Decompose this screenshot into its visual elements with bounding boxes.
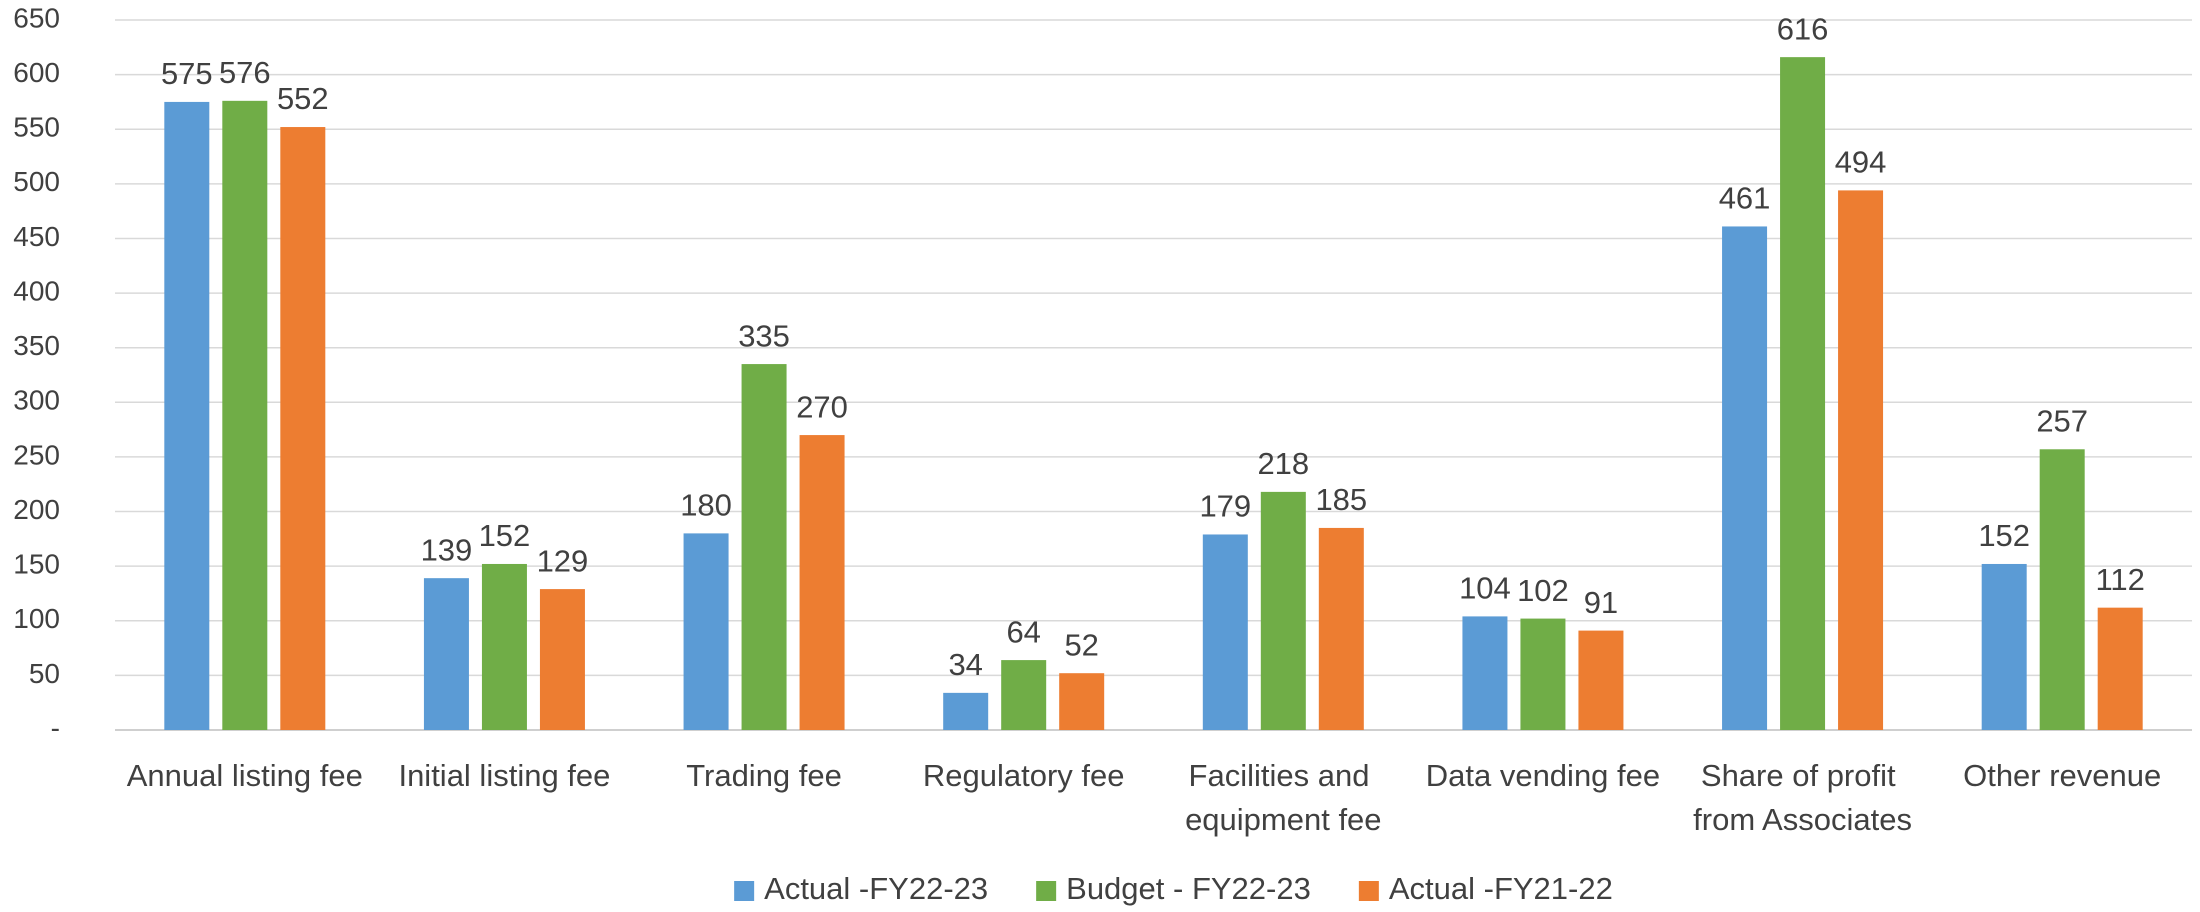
bar: [683, 533, 729, 730]
legend-swatch: [1358, 881, 1379, 901]
value-label: 112: [2095, 562, 2144, 597]
y-tick-label: 600: [13, 57, 60, 88]
value-label: 494: [1835, 145, 1887, 180]
value-label: 64: [1006, 614, 1040, 649]
legend-swatch: [734, 881, 755, 901]
bar: [1001, 660, 1047, 730]
value-label: 461: [1719, 181, 1771, 216]
bar: [1981, 563, 2027, 730]
x-tick-label: Facilities and equipment fee: [1185, 758, 1381, 837]
bar: [423, 578, 469, 730]
bar: [481, 563, 527, 730]
value-label: 102: [1517, 573, 1569, 608]
value-label: 576: [219, 55, 271, 90]
bar: [1318, 527, 1364, 730]
bar: [2039, 449, 2085, 730]
bar: [1520, 618, 1566, 730]
bar: [539, 589, 585, 730]
x-tick-label: Initial listing fee: [398, 758, 610, 793]
x-tick-label: Data vending fee: [1426, 758, 1660, 793]
value-label: 616: [1777, 11, 1829, 46]
value-label: 552: [277, 81, 329, 116]
value-label: 218: [1257, 446, 1309, 481]
y-tick-label: 150: [13, 549, 60, 580]
value-label: 185: [1315, 482, 1367, 517]
bar: [1462, 616, 1508, 730]
value-label: 129: [537, 543, 589, 578]
x-tick-label: Regulatory fee: [923, 758, 1125, 793]
bar: [2097, 607, 2143, 730]
value-label: 91: [1584, 585, 1618, 620]
bar: [1260, 491, 1306, 730]
legend-swatch: [1036, 881, 1057, 901]
x-tick-label: Trading fee: [686, 758, 842, 793]
y-tick-label: 500: [13, 166, 60, 197]
y-tick-label: 50: [29, 658, 60, 689]
bar: [1838, 190, 1884, 730]
value-label: 34: [948, 647, 982, 682]
value-label: 180: [680, 488, 732, 523]
y-tick-label: 100: [13, 603, 60, 634]
legend-label: Actual -FY22-23: [764, 871, 988, 906]
bar: [222, 100, 268, 731]
bar: [1722, 226, 1768, 730]
value-label: 152: [1978, 518, 2030, 553]
y-tick-label: 250: [13, 439, 60, 470]
y-tick-label: 450: [13, 221, 60, 252]
bar: [1059, 673, 1105, 730]
legend-label: Actual -FY21-22: [1389, 871, 1613, 906]
value-label: 139: [421, 532, 473, 567]
bar: [943, 692, 989, 730]
value-label: 179: [1199, 489, 1251, 524]
value-label: 52: [1064, 627, 1098, 662]
value-label: 104: [1459, 571, 1511, 606]
bar: [741, 364, 787, 730]
value-label: 335: [738, 318, 790, 353]
value-label: 152: [479, 518, 531, 553]
x-tick-label: Annual listing fee: [127, 758, 363, 793]
x-tick-label: Share of profit from Associates: [1693, 758, 1912, 837]
y-tick-label: 300: [13, 385, 60, 416]
bar: [1202, 534, 1248, 730]
x-tick-label: Other revenue: [1963, 758, 2161, 793]
value-label: 575: [161, 56, 213, 91]
bar: [799, 435, 845, 730]
y-tick-label: 550: [13, 112, 60, 143]
y-tick-label: 650: [13, 2, 60, 33]
bar: [164, 101, 210, 730]
legend-label: Budget - FY22-23: [1066, 871, 1311, 906]
y-tick-label: 200: [13, 494, 60, 525]
bar: [1578, 630, 1624, 730]
value-label: 257: [2036, 403, 2088, 438]
y-tick-label: 350: [13, 330, 60, 361]
y-tick-label: -: [51, 712, 60, 743]
value-label: 270: [796, 389, 848, 424]
bar: [1780, 57, 1826, 730]
y-tick-label: 400: [13, 275, 60, 306]
bar: [280, 127, 326, 731]
